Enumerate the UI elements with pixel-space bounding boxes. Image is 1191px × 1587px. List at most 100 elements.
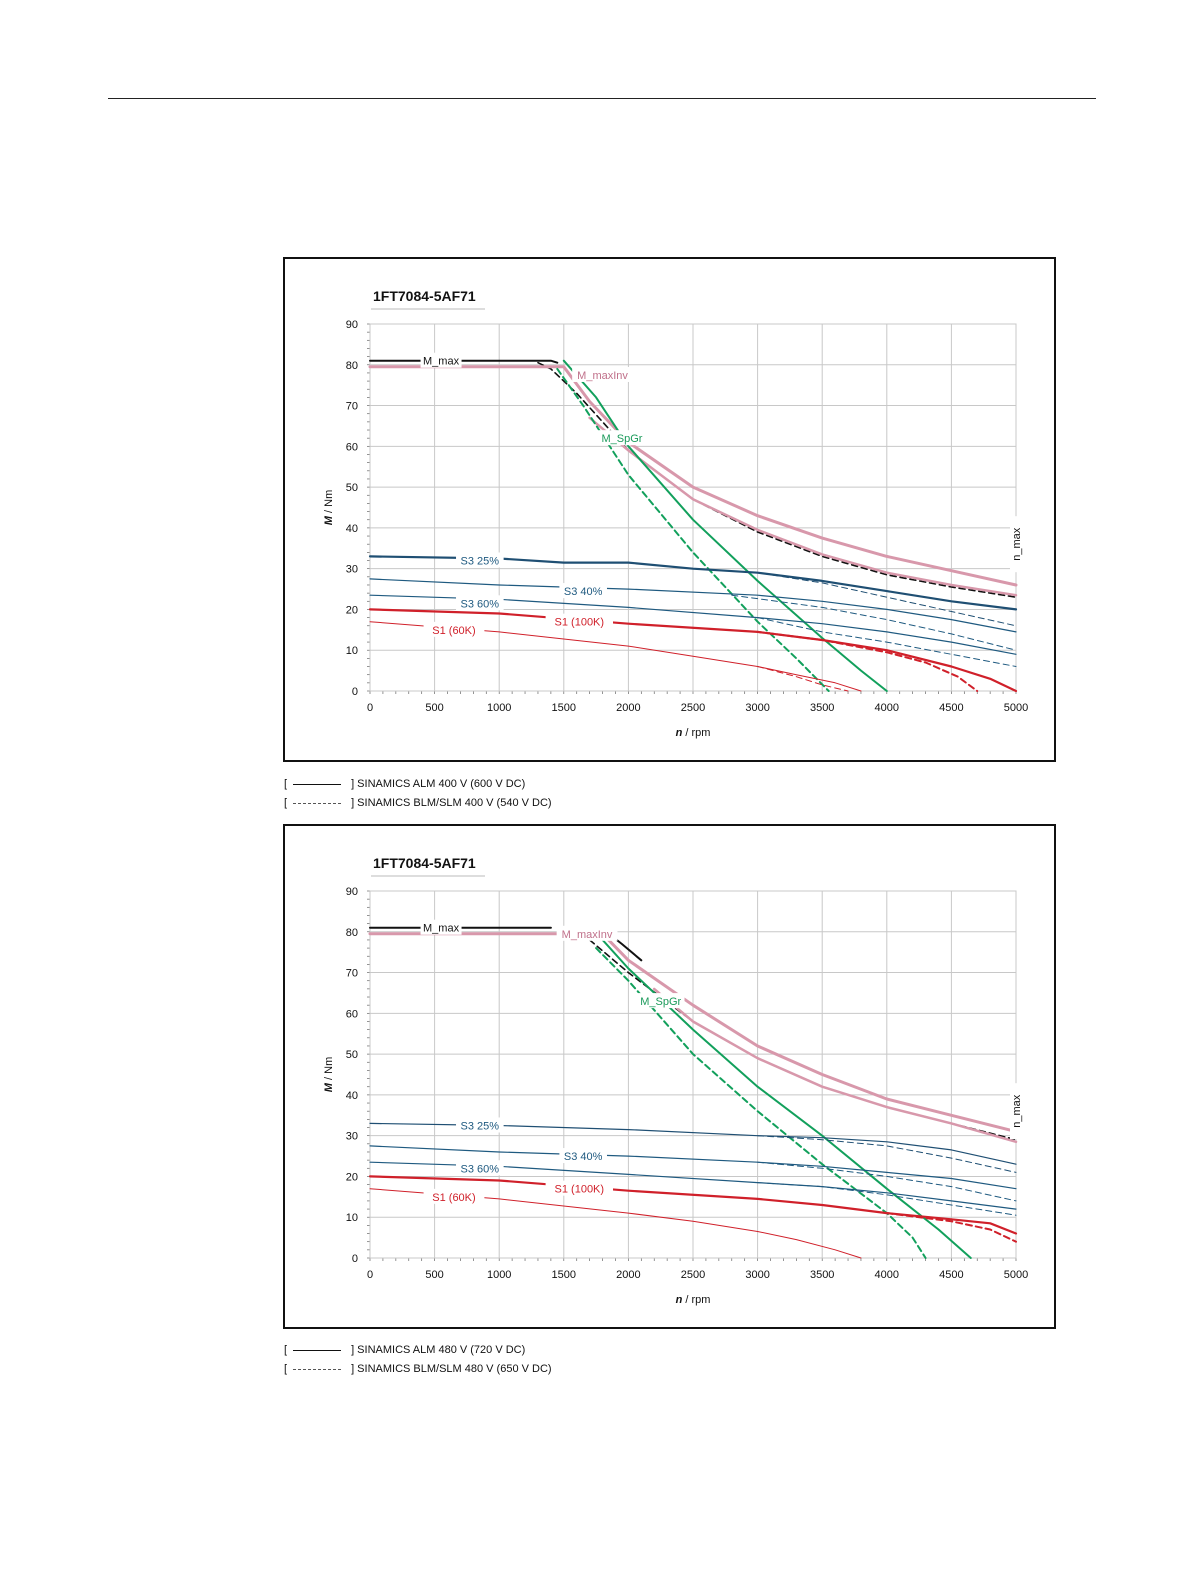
curve-label-bg: [545, 1180, 614, 1196]
x-tick-label: 2500: [681, 1269, 705, 1281]
series-line-s1-60k-blm-slm: [757, 666, 849, 692]
y-axis-label: M / Nm: [323, 490, 335, 525]
legend-alm-480v: [ ] SINAMICS ALM 480 V (720 V DC): [284, 1344, 525, 1356]
y-tick-label: 40: [346, 1090, 358, 1102]
y-tick-label: 90: [346, 319, 358, 331]
y-tick-label: 90: [346, 886, 358, 898]
y-tick-label: 60: [346, 1008, 358, 1020]
x-tick-label: 500: [425, 702, 443, 714]
x-axis-label: n / rpm: [676, 727, 711, 739]
curve-label: S1 (100K): [555, 1184, 605, 1196]
y-tick-label: 10: [346, 645, 358, 657]
y-tick-label: 30: [346, 1131, 358, 1143]
curve-label: M_SpGr: [601, 433, 642, 445]
y-tick-label: 50: [346, 482, 358, 494]
curve-label-bg: [456, 1117, 504, 1133]
legend-bracket: [: [284, 1363, 288, 1375]
curve-label: S3 25%: [461, 1120, 500, 1132]
curve-label: M_max: [423, 923, 460, 935]
y-tick-label: 80: [346, 927, 358, 939]
legend-text: ] SINAMICS BLM/SLM 400 V (540 V DC): [351, 797, 552, 809]
x-tick-label: 1500: [552, 702, 576, 714]
x-tick-label: 4000: [875, 1269, 899, 1281]
series-line-s1-60k-alm: [369, 1188, 862, 1259]
chart-svg-480v: 1FT7084-5AF71 0 10 20 30 40 50 60 70 80 90 0 500 1000…: [323, 855, 1028, 1306]
x-tick-label: 0: [367, 1269, 373, 1281]
legend-solid-line-sample: [293, 783, 342, 785]
y-tick-label: 10: [346, 1212, 358, 1224]
legend-blm-400v: [ ] SINAMICS BLM/SLM 400 V (540 V DC): [284, 797, 552, 809]
y-axis-label-symbol: M: [323, 1082, 335, 1092]
y-tick-label: 70: [346, 401, 358, 413]
series-line-m-max-blm-slm: [588, 939, 1017, 1141]
curve-label-bg: [572, 366, 633, 382]
x-tick-label: 0: [367, 702, 373, 714]
curve-label-bg: [545, 613, 614, 629]
curve-label-bg: [559, 583, 607, 599]
legend-dashed-line-sample: [293, 802, 342, 804]
curve-label-bg: [556, 925, 618, 941]
x-tick-label: 4500: [939, 1269, 963, 1281]
curve-label: S3 25%: [461, 556, 500, 568]
legend-text: ] SINAMICS ALM 400 V (600 V DC): [351, 778, 526, 790]
y-tick-label: 0: [352, 686, 358, 698]
curve-label: M_SpGr: [640, 996, 681, 1008]
series-line-m-maxinv-blm-slm: [652, 987, 1018, 1144]
series-line-m-max-alm: [369, 359, 559, 364]
x-tick-label: 3500: [810, 1269, 834, 1281]
series-line-s1-100k-blm-slm: [885, 1212, 1017, 1243]
curve-label: S3 40%: [564, 1151, 603, 1163]
series-line-s3-60-blm-slm: [757, 617, 1017, 667]
curve-label: S3 60%: [461, 598, 500, 610]
series-line-s3-40-blm-slm: [757, 1161, 1017, 1202]
x-tick-label: 5000: [1004, 1269, 1028, 1281]
y-tick-label: 60: [346, 441, 358, 453]
y-tick-label: 80: [346, 360, 358, 372]
x-tick-label: 2500: [681, 702, 705, 714]
nmax-label-bg: [1010, 516, 1024, 573]
curve-label-bg: [423, 1188, 485, 1204]
x-tick-label: 3000: [745, 702, 769, 714]
x-tick-label: 2000: [616, 1269, 640, 1281]
x-tick-label: 5000: [1004, 702, 1028, 714]
plot-area: [369, 890, 1017, 1259]
y-tick-label: 70: [346, 968, 358, 980]
y-axis-label-unit: / Nm: [323, 490, 335, 516]
x-axis-label-unit: / rpm: [682, 1294, 710, 1306]
legend-text: ] SINAMICS ALM 480 V (720 V DC): [351, 1344, 526, 1356]
x-tick-label: 4500: [939, 702, 963, 714]
nmax-label: n_max: [1011, 1094, 1023, 1128]
legend-alm-400v: [ ] SINAMICS ALM 400 V (600 V DC): [284, 778, 525, 790]
x-tick-label: 1000: [487, 1269, 511, 1281]
y-axis-label: M / Nm: [323, 1057, 335, 1092]
series-line-s3-40-blm-slm: [731, 594, 1017, 651]
curve-label: S3 60%: [461, 1163, 500, 1175]
y-tick-label: 20: [346, 604, 358, 616]
series-line-s3-25-alm: [369, 1122, 1017, 1165]
curve-label-bg: [423, 621, 485, 637]
curve-label: M_maxInv: [562, 929, 613, 941]
nmax-label: n_max: [1011, 527, 1023, 561]
curve-label-bg: [559, 1148, 607, 1164]
series-line-s3-25-blm-slm: [692, 568, 1017, 627]
page-top-rule: [108, 98, 1096, 99]
series-line-s3-25-blm-slm: [757, 1135, 1017, 1173]
curve-label-bg: [598, 430, 646, 446]
chart-title: 1FT7084-5AF71: [373, 288, 476, 304]
x-axis-label: n / rpm: [676, 1294, 711, 1306]
plot-area: [369, 323, 1017, 692]
x-tick-label: 3000: [745, 1269, 769, 1281]
legend-solid-line-sample: [293, 1349, 342, 1351]
nmax-label-bg: [1010, 1083, 1024, 1140]
curve-label: M_max: [423, 356, 460, 368]
series-line-s1-100k-blm-slm: [756, 630, 979, 692]
series-line-s3-40-alm: [369, 1145, 1017, 1190]
legend-bracket: [: [284, 797, 288, 809]
series-line-s3-60-alm: [369, 594, 1017, 655]
x-axis-label-symbol: n: [676, 1294, 683, 1306]
chart-svg-400v: 1FT7084-5AF71 0 10 20 30 40 50 60 70 80 90 0 500 1000…: [323, 288, 1028, 739]
series-line-m-maxinv-alm: [368, 365, 1018, 587]
series-line-s1-60k-alm: [369, 621, 862, 692]
curve-label: S1 (100K): [555, 617, 605, 629]
curve-label: S3 40%: [564, 586, 603, 598]
